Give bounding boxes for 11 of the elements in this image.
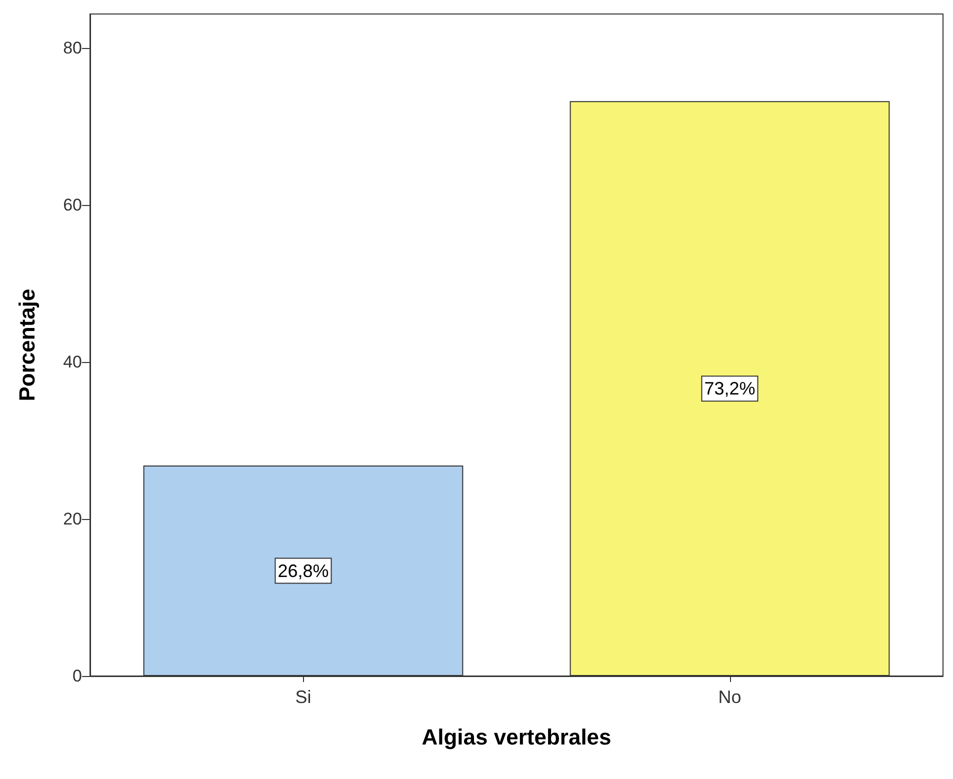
y-tick-label: 20 xyxy=(63,509,82,528)
x-axis-title: Algias vertebrales xyxy=(422,724,612,750)
x-tick-label: No xyxy=(718,687,742,707)
data-label: 26,8% xyxy=(278,560,329,581)
y-tick-label: 60 xyxy=(63,195,82,214)
x-tick-label: Si xyxy=(295,687,312,707)
y-tick-label: 0 xyxy=(72,666,82,686)
y-tick-label: 80 xyxy=(63,38,82,58)
data-label: 73,2% xyxy=(704,378,756,399)
y-tick-label: 40 xyxy=(63,352,82,372)
y-axis-title: Porcentaje xyxy=(14,288,40,402)
